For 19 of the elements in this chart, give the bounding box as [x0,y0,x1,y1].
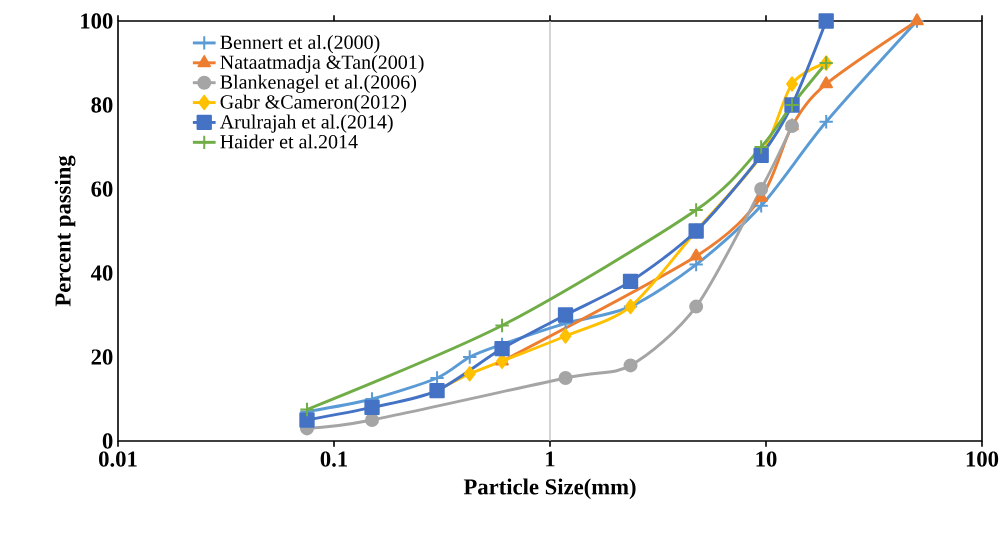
y-axis-title: Percent passing [54,155,76,307]
legend-label: Blankenagel et al.(2006) [220,74,417,93]
legend-label: Gabr &Cameron(2012) [220,94,407,113]
y-tick-label: 60 [91,181,113,197]
x-tick-label: 0.1 [320,451,347,467]
x-tick-label: 10 [756,451,777,467]
legend-label: Bennert et al.(2000) [220,35,380,54]
legend-label: Arulrajah et al.(2014) [219,114,393,133]
legend-label: Haider et al.2014 [220,134,358,149]
x-axis-title: Particle Size(mm) [463,478,636,500]
y-tick-label: 20 [91,349,113,365]
x-tick-label: 0.01 [99,451,137,467]
legend-label: Nataatmadja &Tan(2001) [220,54,424,74]
y-tick-label: 100 [81,13,113,29]
x-tick-label: 1 [546,451,555,467]
x-tick-label: 100 [966,451,999,467]
y-tick-label: 40 [90,265,113,281]
y-tick-label: 0 [102,433,113,449]
y-tick-label: 80 [91,97,113,113]
